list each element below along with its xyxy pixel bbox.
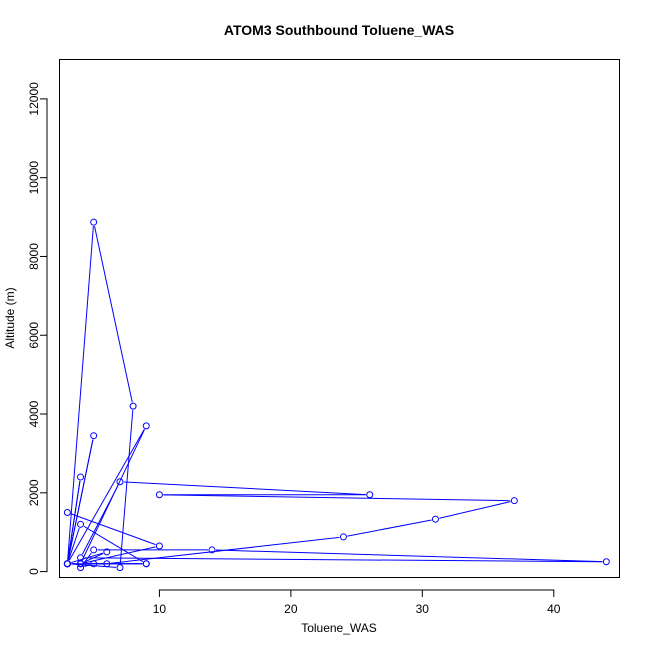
series-line-segment (70, 513, 156, 546)
data-point (116, 478, 124, 486)
x-tick-label: 40 (547, 602, 561, 616)
series-line-segment (81, 485, 119, 555)
data-point (431, 515, 439, 523)
y-tick-label: 0 (27, 568, 41, 575)
data-point (90, 432, 98, 440)
x-axis-label: Toluene_WAS (301, 621, 377, 635)
data-point (90, 560, 98, 568)
series-line-segment (110, 536, 340, 564)
data-point (77, 560, 85, 568)
y-tick-label: 12000 (27, 82, 41, 116)
x-tick-label: 20 (284, 602, 298, 616)
series-lines (67, 225, 603, 568)
y-axis-label: Altitude (m) (3, 287, 17, 348)
plot-frame (59, 59, 620, 578)
data-point (602, 558, 610, 566)
data-point (129, 402, 137, 410)
data-point (63, 560, 71, 568)
series-line-segment (67, 480, 81, 560)
y-tick-label: 8000 (27, 243, 41, 270)
data-point (142, 560, 150, 568)
series-line-segment (67, 439, 94, 560)
series-line-segment (84, 564, 90, 567)
series-line-segment (71, 563, 117, 568)
y-tick-label: 10000 (27, 161, 41, 195)
series-line-segment (84, 546, 156, 564)
series-line-segment (163, 494, 511, 502)
data-point (90, 218, 98, 226)
data-point (155, 491, 163, 499)
data-point (77, 564, 85, 572)
data-point (103, 560, 111, 568)
data-point (208, 546, 216, 554)
x-tick-label: 30 (416, 602, 430, 616)
y-tick-label: 2000 (27, 479, 41, 506)
data-point (142, 422, 150, 430)
series-line-segment (123, 481, 366, 496)
series-line-segment (439, 501, 511, 519)
series-line-segment (71, 552, 104, 564)
data-point (366, 491, 374, 499)
series-line-segment (347, 519, 432, 537)
series-line-segment (83, 553, 104, 563)
series-line-segment (68, 527, 80, 561)
data-point (339, 533, 347, 541)
series-line-segment (215, 549, 603, 563)
y-tick-label: 6000 (27, 322, 41, 349)
y-tick-label: 4000 (27, 400, 41, 427)
x-tick-label: 10 (153, 602, 167, 616)
data-point (77, 473, 85, 481)
series-line-segment (68, 429, 145, 561)
data-point (155, 542, 163, 550)
x-axis: 10 20 30 40 (153, 589, 561, 616)
series-line-segment (119, 410, 134, 564)
y-axis: 0 2000 4000 6000 8000 10000 12000 (27, 82, 48, 575)
series-line-segment (82, 552, 92, 565)
data-point (90, 546, 98, 554)
series-line-segment (94, 225, 133, 403)
chart-title: ATOM3 Southbound Toluene_WAS (224, 22, 454, 38)
series-points (63, 218, 610, 572)
series-line-segment (84, 557, 603, 563)
data-point (103, 548, 111, 556)
data-point (116, 564, 124, 572)
data-point (510, 497, 518, 505)
data-point (77, 520, 85, 528)
data-point (63, 509, 71, 517)
series-line-segment (67, 226, 94, 560)
